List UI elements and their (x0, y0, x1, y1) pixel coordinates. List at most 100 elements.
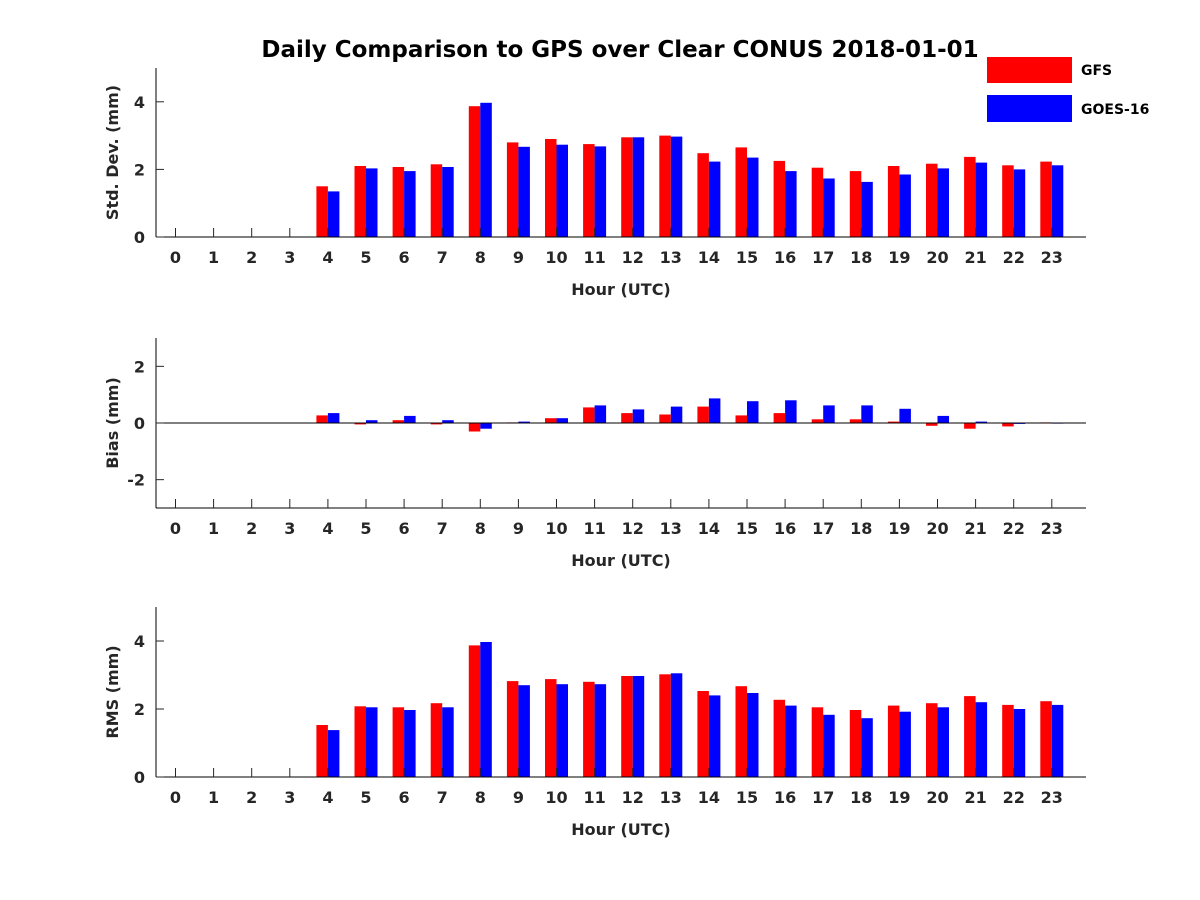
bar-stddev-gfs-14 (697, 153, 709, 237)
bar-rms-goes16-21 (975, 702, 988, 777)
bar-rms-gfs-4 (316, 725, 328, 777)
bar-bias-gfs-8 (468, 423, 481, 432)
bar-bias-goes16-18 (861, 405, 873, 423)
legend-swatch-gfs (987, 57, 1072, 83)
bar-stddev-goes16-10 (556, 144, 568, 237)
bar-bias-goes16-6 (404, 415, 416, 423)
bar-bias-gfs-4 (316, 415, 328, 423)
xtick-label-rms: 11 (583, 788, 605, 807)
bar-stddev-goes16-21 (975, 162, 988, 237)
xtick-label-stddev: 13 (660, 248, 682, 267)
bar-stddev-goes16-13 (670, 136, 683, 237)
bar-bias-gfs-5 (354, 423, 366, 425)
bar-stddev-gfs-13 (659, 135, 671, 237)
bar-bias-gfs-21 (964, 423, 976, 429)
xlabel-rms: Hour (UTC) (571, 820, 671, 839)
bar-rms-goes16-22 (1013, 709, 1026, 777)
ytick-label-rms: 0 (134, 768, 145, 787)
xtick-label-rms: 10 (545, 788, 567, 807)
bar-stddev-goes16-11 (594, 146, 607, 237)
bar-stddev-goes16-5 (366, 168, 378, 237)
bar-rms-gfs-14 (697, 691, 709, 777)
xtick-label-bias: 15 (736, 519, 758, 538)
xtick-label-rms: 14 (698, 788, 720, 807)
bar-rms-goes16-14 (708, 695, 721, 777)
bar-stddev-goes16-18 (861, 181, 873, 237)
xtick-label-rms: 6 (399, 788, 410, 807)
xtick-label-stddev: 4 (322, 248, 333, 267)
ytick-label-stddev: 4 (134, 93, 145, 112)
bar-stddev-gfs-4 (316, 186, 328, 237)
bar-stddev-goes16-9 (518, 146, 530, 237)
bar-stddev-goes16-23 (1051, 165, 1064, 237)
bar-stddev-goes16-6 (404, 171, 416, 237)
bar-rms-gfs-22 (1002, 704, 1014, 777)
ytick-label-bias: 2 (134, 357, 145, 376)
bar-stddev-goes16-20 (937, 168, 949, 237)
bar-stddev-gfs-7 (430, 164, 443, 237)
xtick-label-rms: 18 (850, 788, 872, 807)
bar-stddev-gfs-21 (964, 156, 976, 237)
legend-label-gfs: GFS (1081, 63, 1112, 79)
xtick-label-rms: 4 (322, 788, 333, 807)
bar-stddev-goes16-12 (632, 137, 645, 237)
bar-stddev-gfs-12 (621, 137, 633, 237)
bar-stddev-goes16-7 (442, 167, 454, 237)
bar-bias-goes16-15 (747, 401, 759, 423)
xtick-label-bias: 8 (475, 519, 486, 538)
bar-rms-goes16-4 (327, 730, 340, 777)
xtick-label-rms: 13 (660, 788, 682, 807)
bar-stddev-goes16-4 (327, 191, 340, 237)
xtick-label-stddev: 11 (583, 248, 605, 267)
bar-rms-gfs-12 (621, 676, 633, 777)
ytick-label-stddev: 0 (134, 228, 145, 247)
xtick-label-bias: 0 (170, 519, 181, 538)
ylabel-stddev: Std. Dev. (mm) (103, 85, 122, 220)
xtick-label-bias: 11 (583, 519, 605, 538)
bar-stddev-goes16-15 (747, 157, 759, 237)
bar-rms-goes16-15 (747, 693, 759, 777)
bar-rms-goes16-8 (480, 642, 492, 777)
bar-bias-goes16-12 (632, 409, 645, 423)
bar-stddev-gfs-23 (1040, 161, 1052, 237)
bar-stddev-goes16-17 (823, 178, 835, 237)
bar-stddev-goes16-19 (899, 174, 911, 237)
xtick-label-bias: 6 (399, 519, 410, 538)
ylabel-bias: Bias (mm) (103, 377, 122, 469)
xtick-label-stddev: 17 (812, 248, 834, 267)
xtick-label-stddev: 5 (360, 248, 371, 267)
bar-rms-goes16-9 (518, 685, 530, 777)
bar-bias-gfs-16 (773, 413, 786, 423)
xtick-label-stddev: 12 (622, 248, 644, 267)
xtick-label-stddev: 21 (964, 248, 986, 267)
xtick-label-stddev: 14 (698, 248, 720, 267)
xtick-label-rms: 17 (812, 788, 834, 807)
xtick-label-bias: 23 (1041, 519, 1063, 538)
xtick-label-bias: 16 (774, 519, 796, 538)
xtick-label-bias: 14 (698, 519, 720, 538)
xtick-label-bias: 13 (660, 519, 682, 538)
bar-rms-gfs-5 (354, 706, 366, 777)
xtick-label-bias: 3 (284, 519, 295, 538)
bar-stddev-gfs-9 (506, 142, 519, 237)
legend: GFS GOES-16 (987, 57, 1149, 122)
xtick-label-stddev: 9 (513, 248, 524, 267)
bar-stddev-gfs-22 (1002, 165, 1014, 237)
xtick-label-stddev: 16 (774, 248, 796, 267)
bar-rms-goes16-11 (594, 684, 607, 777)
xtick-label-rms: 0 (170, 788, 181, 807)
bar-bias-gfs-18 (849, 419, 862, 423)
bar-bias-goes16-13 (670, 406, 683, 423)
xtick-label-bias: 2 (246, 519, 257, 538)
xtick-label-stddev: 0 (170, 248, 181, 267)
bar-bias-goes16-14 (708, 398, 721, 423)
bar-bias-gfs-13 (659, 414, 671, 423)
bar-rms-gfs-6 (392, 707, 405, 777)
bar-bias-gfs-11 (583, 407, 595, 423)
bar-stddev-goes16-8 (480, 102, 492, 237)
bar-rms-gfs-11 (583, 681, 595, 777)
bar-bias-goes16-4 (327, 413, 340, 423)
bar-rms-gfs-7 (430, 703, 443, 777)
